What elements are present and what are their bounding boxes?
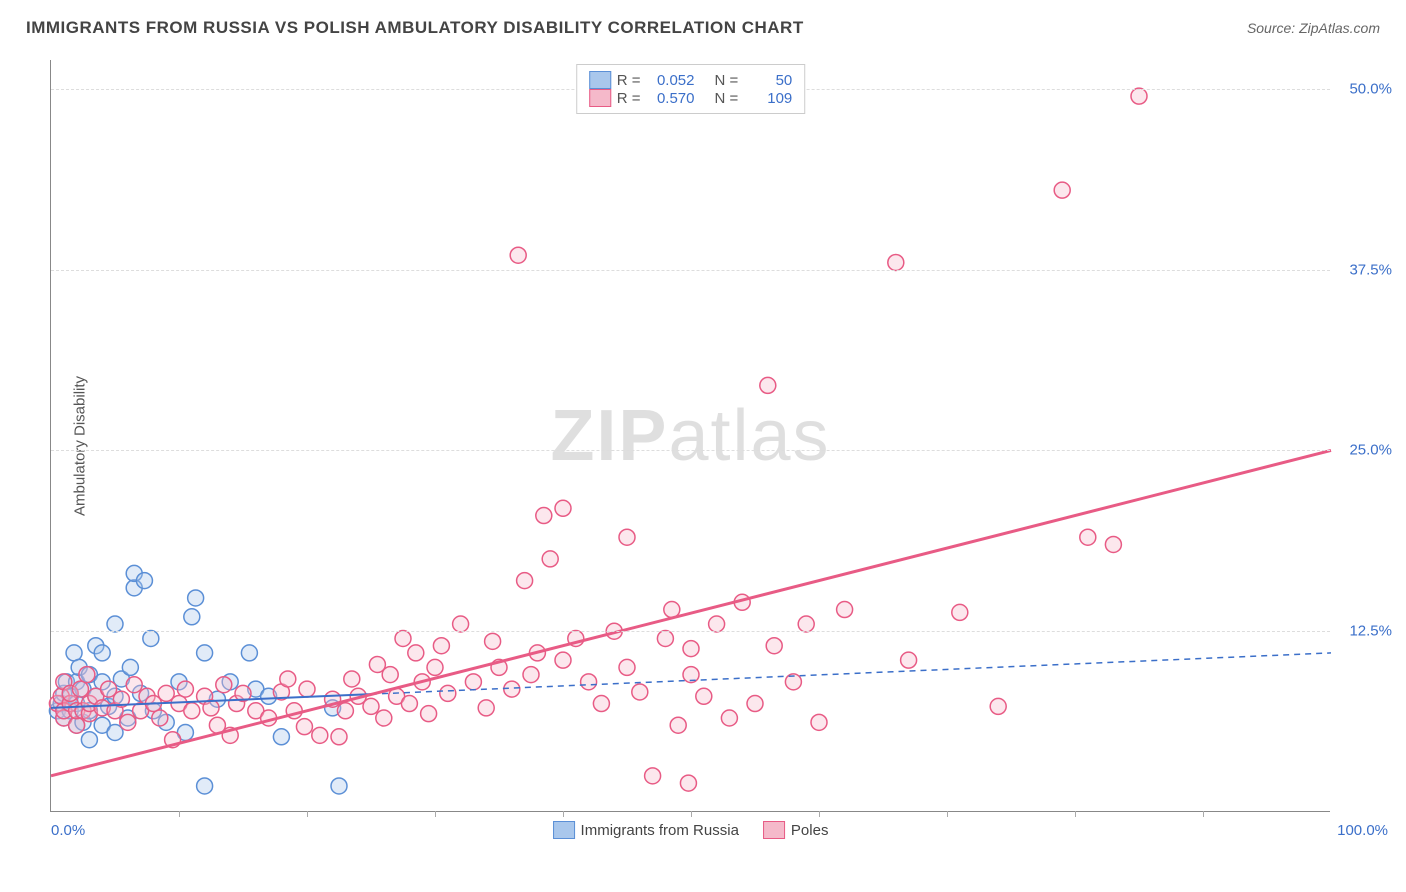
- correlation-legend: R = 0.052 N = 50 R = 0.570 N = 109: [576, 64, 806, 114]
- swatch-russia-icon: [553, 821, 575, 839]
- swatch-russia: [589, 71, 611, 89]
- source-attribution: Source: ZipAtlas.com: [1247, 20, 1380, 36]
- legend-row-poles: R = 0.570 N = 109: [589, 89, 793, 107]
- scatter-canvas: [51, 60, 1330, 811]
- swatch-poles-icon: [763, 821, 785, 839]
- swatch-poles: [589, 89, 611, 107]
- legend-item-poles: Poles: [763, 821, 829, 839]
- legend-item-russia: Immigrants from Russia: [553, 821, 739, 839]
- series-legend: Immigrants from Russia Poles: [553, 821, 829, 839]
- legend-row-russia: R = 0.052 N = 50: [589, 71, 793, 89]
- plot-area: ZIPatlas R = 0.052 N = 50 R = 0.570 N = …: [50, 60, 1330, 812]
- chart-title: IMMIGRANTS FROM RUSSIA VS POLISH AMBULAT…: [26, 18, 804, 38]
